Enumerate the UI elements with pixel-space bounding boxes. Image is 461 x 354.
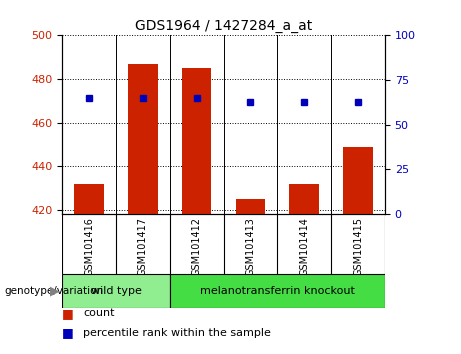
Text: GSM101415: GSM101415 [353,217,363,276]
Text: GSM101416: GSM101416 [84,217,94,276]
Text: count: count [83,308,114,318]
Text: wild type: wild type [90,286,142,296]
Bar [343,147,373,214]
Text: ■: ■ [62,326,74,339]
Text: GSM101413: GSM101413 [245,217,255,276]
Bar [170,274,385,308]
Bar [182,68,212,214]
Text: GSM101412: GSM101412 [192,217,202,276]
Text: melanotransferrin knockout: melanotransferrin knockout [200,286,355,296]
Bar [74,184,104,214]
Bar [236,199,265,214]
Text: genotype/variation: genotype/variation [5,286,104,296]
Text: percentile rank within the sample: percentile rank within the sample [83,328,271,338]
Bar [128,64,158,214]
Title: GDS1964 / 1427284_a_at: GDS1964 / 1427284_a_at [135,19,312,33]
Text: GSM101414: GSM101414 [299,217,309,276]
Text: ▶: ▶ [50,285,60,298]
Bar [290,184,319,214]
Text: GSM101417: GSM101417 [138,217,148,276]
Bar [62,274,170,308]
Text: ■: ■ [62,307,74,320]
